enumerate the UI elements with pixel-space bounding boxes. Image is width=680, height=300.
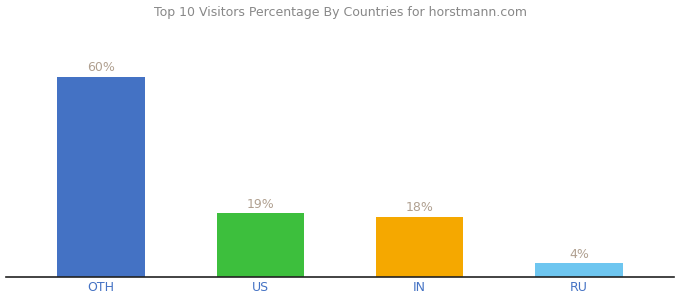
Text: 18%: 18% [406,201,434,214]
Text: 4%: 4% [569,248,589,261]
Bar [57,76,145,277]
Bar [535,263,623,277]
Text: 60%: 60% [87,61,115,74]
Bar [376,217,464,277]
Text: 19%: 19% [246,198,274,211]
Bar [216,213,304,277]
Title: Top 10 Visitors Percentage By Countries for horstmann.com: Top 10 Visitors Percentage By Countries … [154,6,526,19]
